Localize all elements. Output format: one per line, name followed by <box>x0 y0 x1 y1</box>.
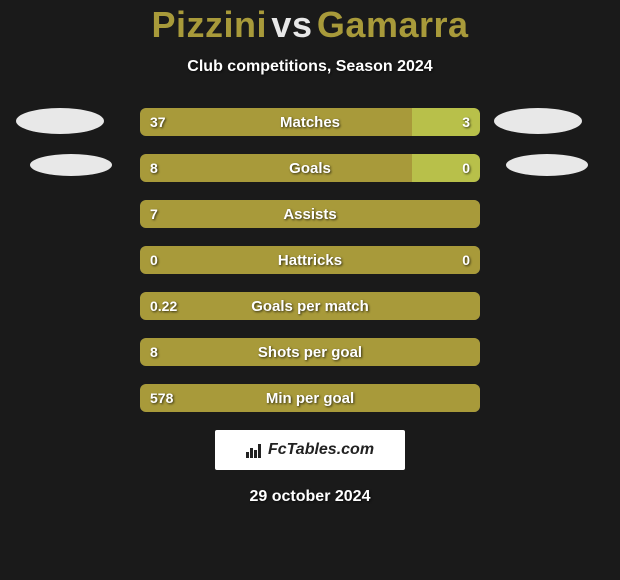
brand-text: FcTables.com <box>268 441 374 459</box>
subtitle: Club competitions, Season 2024 <box>0 58 620 76</box>
stat-label: Min per goal <box>140 384 480 412</box>
stat-row: 00Hattricks <box>140 246 480 274</box>
decorative-oval <box>506 154 588 176</box>
vs-separator: vs <box>271 4 312 45</box>
player1-name: Pizzini <box>151 4 267 45</box>
stat-row: 8Shots per goal <box>140 338 480 366</box>
brand-label: FcTables.com <box>246 441 374 459</box>
stat-label: Goals per match <box>140 292 480 320</box>
stat-label: Hattricks <box>140 246 480 274</box>
stat-row: 80Goals <box>140 154 480 182</box>
stat-rows: 373Matches 80Goals 7Assists 00Hattricks 0.22… <box>140 108 480 412</box>
player2-name: Gamarra <box>317 4 469 45</box>
date-label: 29 october 2024 <box>0 488 620 506</box>
chart-bars-icon <box>246 442 264 458</box>
stat-row: 0.22Goals per match <box>140 292 480 320</box>
stat-row: 578Min per goal <box>140 384 480 412</box>
stat-label: Goals <box>140 154 480 182</box>
stat-label: Matches <box>140 108 480 136</box>
decorative-oval <box>494 108 582 134</box>
stat-label: Shots per goal <box>140 338 480 366</box>
stat-row: 7Assists <box>140 200 480 228</box>
comparison-chart: 373Matches 80Goals 7Assists 00Hattricks 0.22… <box>0 108 620 412</box>
comparison-title: Pizzini vs Gamarra <box>0 0 620 46</box>
stat-label: Assists <box>140 200 480 228</box>
decorative-oval <box>16 108 104 134</box>
stat-row: 373Matches <box>140 108 480 136</box>
brand-badge: FcTables.com <box>215 430 405 470</box>
decorative-oval <box>30 154 112 176</box>
